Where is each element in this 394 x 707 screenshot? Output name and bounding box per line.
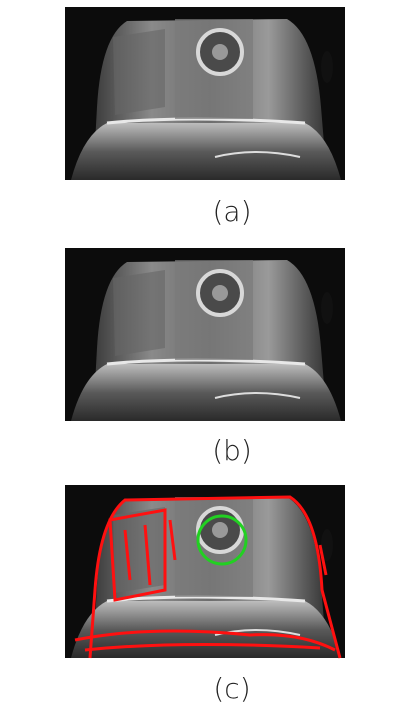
page: (a) (b) (c) (() => { const data = JSON.p… — [0, 0, 394, 707]
panel-label: (a) — [212, 195, 251, 228]
panel-label: (b) — [212, 434, 252, 467]
image-c — [65, 485, 345, 658]
image-b — [65, 248, 345, 421]
panel-label: (c) — [213, 672, 250, 705]
image-a — [65, 7, 345, 180]
figure: (a) (b) (c) — [0, 0, 394, 707]
